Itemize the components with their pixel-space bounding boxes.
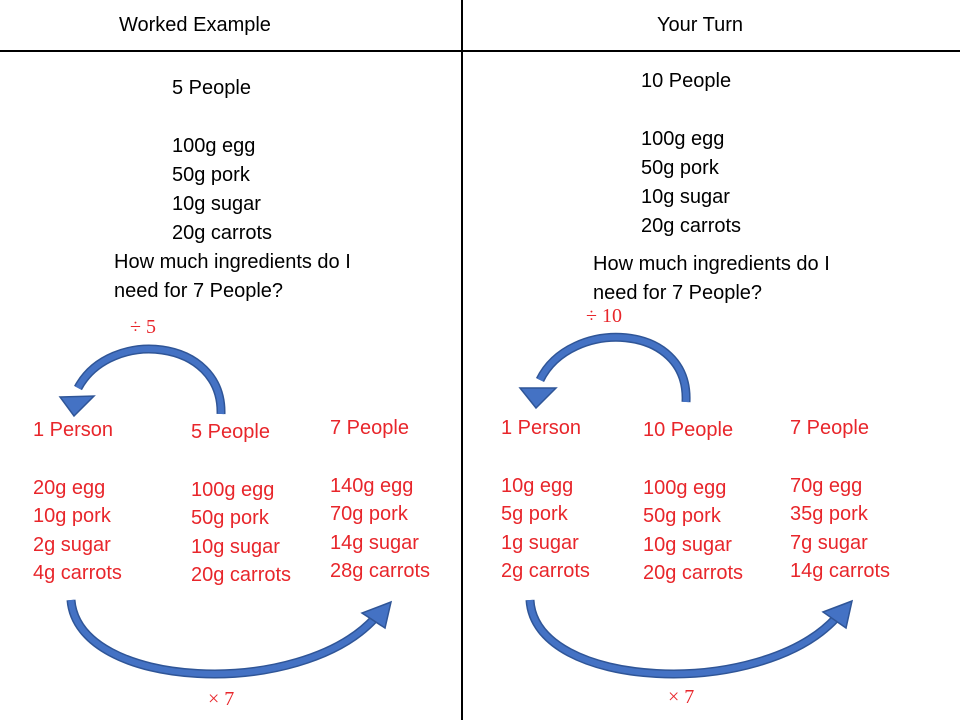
your-turn-header: Your Turn (657, 14, 743, 36)
arrowhead (58, 395, 96, 418)
turn-ingredient-list: 100g egg 50g pork 10g sugar 20g carrots (641, 125, 741, 241)
ingredient-line: 14g carrots (790, 560, 891, 582)
turn-column-one-person: 1 Person 10g egg 5g pork 1g sugar 2g car… (501, 414, 590, 586)
ingredient-line: 20g carrots (172, 222, 273, 244)
turn-question: How much ingredients do I need for 7 Peo… (593, 250, 830, 308)
ingredient-line: 20g carrots (191, 564, 292, 586)
ingredient-line: 10g sugar (643, 533, 732, 556)
column-title: 5 People (191, 421, 270, 443)
worked-question: How much ingredients do I need for 7 Peo… (114, 248, 351, 306)
ingredient-line: 2g carrots (501, 560, 590, 582)
multiply-curved-arrow (525, 599, 840, 679)
ingredient-line: 50g pork (172, 164, 250, 186)
ingredient-line: 7g sugar (790, 531, 868, 554)
ingredient-line: 70g egg (790, 474, 863, 497)
column-title: 1 Person (33, 419, 114, 441)
column-title: 7 People (330, 417, 409, 439)
ingredient-line: 100g egg (191, 478, 275, 501)
ingredient-line: 5g pork (501, 503, 568, 525)
ingredient-line: 1g sugar (501, 531, 579, 554)
turn-column-seven-people: 7 People 70g egg 35g pork 7g sugar 14g c… (790, 414, 890, 586)
ingredient-line: 50g pork (643, 505, 721, 527)
ingredient-line: 20g carrots (641, 215, 742, 237)
ingredient-line: 10g sugar (641, 186, 730, 208)
question-line: need for 7 People? (593, 282, 763, 304)
question-line: How much ingredients do I (114, 251, 351, 273)
ingredient-line: 100g egg (643, 476, 727, 499)
arrowhead (518, 387, 558, 410)
worked-column-one-person: 1 Person 20g egg 10g pork 2g sugar 4g ca… (33, 416, 122, 588)
ingredient-line: 28g carrots (330, 560, 431, 582)
column-title: 10 People (643, 419, 734, 441)
arrowhead (821, 599, 854, 630)
ingredient-line: 50g pork (641, 157, 719, 179)
ingredient-line: 100g egg (172, 135, 256, 157)
ingredient-line: 100g egg (641, 128, 725, 150)
ingredient-line: 10g pork (33, 505, 111, 527)
turn-column-ten-people: 10 People 100g egg 50g pork 10g sugar 20… (643, 416, 743, 588)
worked-column-seven-people: 7 People 140g egg 70g pork 14g sugar 28g… (330, 414, 430, 586)
turn-people-count: 10 People (641, 70, 732, 92)
ingredient-line: 10g sugar (172, 193, 261, 215)
ingredient-line: 20g egg (33, 476, 106, 499)
ingredient-line: 4g carrots (33, 562, 122, 584)
ingredient-line: 50g pork (191, 507, 269, 529)
divide-curved-arrow (535, 332, 691, 403)
worked-example-header: Worked Example (119, 14, 271, 36)
header-divider-line (0, 50, 960, 52)
arrowhead (360, 600, 393, 630)
turn-multiply-operator: × 7 (668, 686, 695, 708)
worked-people-count: 5 People (172, 77, 251, 99)
column-divider-line (461, 0, 463, 720)
ingredient-line: 140g egg (330, 474, 414, 497)
worked-multiply-operator: × 7 (208, 688, 235, 710)
question-line: How much ingredients do I (593, 253, 830, 275)
multiply-curved-arrow (66, 599, 379, 679)
turn-divide-operator: ÷ 10 (586, 305, 622, 327)
divide-curved-arrow (74, 344, 226, 415)
ingredient-line: 35g pork (790, 503, 868, 525)
column-title: 7 People (790, 417, 869, 439)
ingredient-line: 70g pork (330, 503, 408, 525)
worked-column-five-people: 5 People 100g egg 50g pork 10g sugar 20g… (191, 418, 291, 590)
ingredient-line: 2g sugar (33, 533, 111, 556)
worked-ingredient-list: 100g egg 50g pork 10g sugar 20g carrots (172, 132, 272, 248)
column-title: 1 Person (501, 417, 582, 439)
question-line: need for 7 People? (114, 280, 284, 302)
worked-divide-operator: ÷ 5 (130, 316, 156, 338)
ingredient-line: 14g sugar (330, 531, 419, 554)
ingredient-line: 10g egg (501, 474, 574, 497)
ingredient-line: 20g carrots (643, 562, 744, 584)
ingredient-line: 10g sugar (191, 535, 280, 558)
